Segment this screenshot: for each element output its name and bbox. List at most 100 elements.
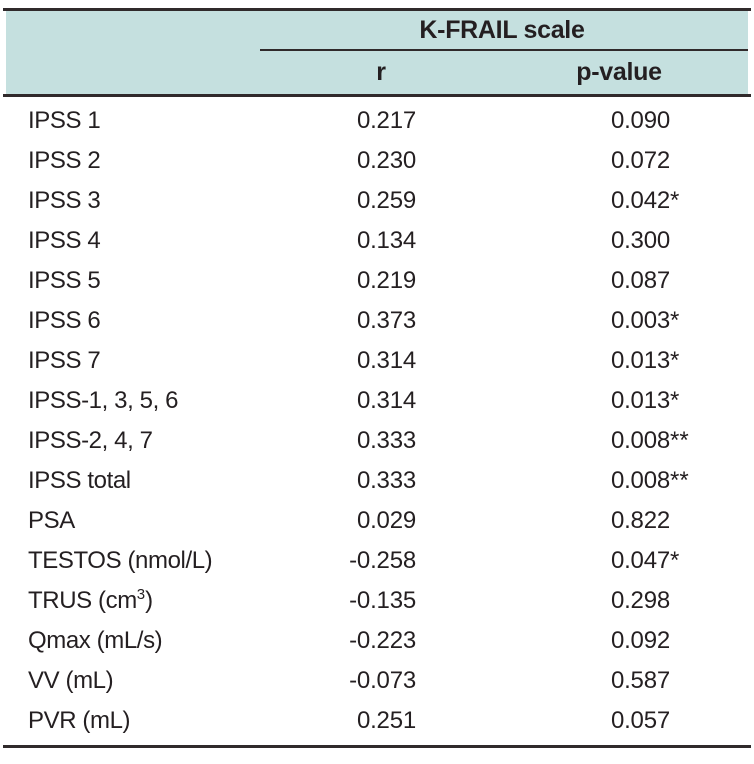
table-row: Qmax (mL/s) -0.223 0.092 [6,621,748,661]
table-row: IPSS 6 0.373 0.003 * [6,301,748,341]
row-label: Qmax (mL/s) [28,627,163,654]
r-value-cell-number: -0.258 [349,547,416,574]
table-row: PSA 0.029 0.822 [6,501,748,541]
p-value-cell-number: 0.822 [610,507,670,534]
p-value-cell: 0.298 [506,581,748,621]
table-header-sub-row: r p-value [6,51,748,94]
column-header-p-value: p-value [576,58,662,86]
table-row: IPSS-2, 4, 7 0.333 0.008 ** [6,421,748,461]
r-value-cell: -0.073 [256,661,506,701]
row-label: IPSS total [28,467,131,494]
p-value-cell-number: 0.057 [610,707,670,734]
table-row: TESTOS (nmol/L) -0.258 0.047 * [6,541,748,581]
p-value-cell: 0.822 [506,501,748,541]
p-value-cell: 0.013 * [506,341,748,381]
p-value-cell: 0.300 [506,221,748,261]
row-label: IPSS 7 [28,347,101,374]
significance-marker: * [670,547,680,574]
r-value-cell: 0.333 [256,421,506,461]
p-value-cell: 0.057 [506,701,748,741]
r-value-cell: 0.134 [256,221,506,261]
row-label: IPSS-2, 4, 7 [28,427,153,454]
table-row: IPSS 5 0.219 0.087 [6,261,748,301]
r-value-cell-number: 0.333 [356,467,416,494]
p-value-cell-number: 0.003 * [610,307,680,334]
p-value-cell: 0.013 * [506,381,748,421]
r-value-cell-number: 0.217 [356,107,416,134]
p-value-cell: 0.047 * [506,541,748,581]
r-value-cell: -0.135 [256,581,506,621]
table-row: PVR (mL) 0.251 0.057 [6,701,748,741]
r-value-cell-number: 0.373 [356,307,416,334]
p-value-cell: 0.090 [506,101,748,141]
p-value-cell-number: 0.298 [610,587,670,614]
r-value-cell-number: -0.223 [349,627,416,654]
table-row: IPSS total 0.333 0.008 ** [6,461,748,501]
p-value-cell-number: 0.008 ** [610,427,689,454]
p-value-cell: 0.008 ** [506,461,748,501]
r-value-cell-number: 0.029 [356,507,416,534]
significance-marker: * [670,187,680,214]
row-label: PSA [28,507,75,534]
p-value-cell-number: 0.092 [610,627,670,654]
r-value-cell: 0.230 [256,141,506,181]
r-value-cell-number: 0.134 [356,227,416,254]
p-value-cell-number: 0.087 [610,267,670,294]
r-value-cell: 0.029 [256,501,506,541]
p-value-cell-number: 0.013 * [610,347,680,374]
table-header: K-FRAIL scale r p-value [6,11,748,94]
table-body: IPSS 1 0.217 0.090 IPSS 2 0.230 0.072 IPSS 3 0.… [6,97,748,741]
table-bottom-rule [3,745,751,748]
p-value-cell: 0.587 [506,661,748,701]
p-value-cell: 0.072 [506,141,748,181]
r-value-cell: 0.373 [256,301,506,341]
label-superscript: 3 [136,586,146,603]
row-label: IPSS 1 [28,107,101,134]
r-value-cell: 0.217 [256,101,506,141]
p-value-cell: 0.008 ** [506,421,748,461]
r-value-cell-number: 0.314 [356,347,416,374]
table-row: IPSS-1, 3, 5, 6 0.314 0.013 * [6,381,748,421]
row-label: IPSS 6 [28,307,101,334]
row-label: IPSS-1, 3, 5, 6 [28,387,179,414]
p-value-cell-number: 0.587 [610,667,670,694]
table-row: TRUS (cm3) -0.135 0.298 [6,581,748,621]
column-header-r: r [376,58,386,86]
row-label: IPSS 5 [28,267,101,294]
header-bottom-rule [3,94,751,97]
group-header-rule [260,49,748,51]
significance-marker: * [670,387,680,414]
r-value-cell-number: -0.073 [349,667,416,694]
table-row: IPSS 3 0.259 0.042 * [6,181,748,221]
table-top-rule [3,8,751,11]
row-label: TESTOS (nmol/L) [28,547,213,574]
p-value-cell-number: 0.013 * [610,387,680,414]
p-value-cell-number: 0.042 * [610,187,680,214]
table-row: IPSS 4 0.134 0.300 [6,221,748,261]
paper-table-page: K-FRAIL scale r p-value IPSS 1 0.217 0.090… [0,8,754,764]
row-label: VV (mL) [28,667,114,694]
table-row: IPSS 7 0.314 0.013 * [6,341,748,381]
r-value-cell-number: 0.230 [356,147,416,174]
r-value-cell: 0.219 [256,261,506,301]
table-row: IPSS 2 0.230 0.072 [6,141,748,181]
r-value-cell-number: 0.259 [356,187,416,214]
r-value-cell-number: 0.219 [356,267,416,294]
r-value-cell: 0.259 [256,181,506,221]
r-value-cell: 0.314 [256,381,506,421]
p-value-cell-number: 0.047 * [610,547,680,574]
p-value-cell-number: 0.300 [610,227,670,254]
r-value-cell-number: 0.333 [356,427,416,454]
r-value-cell-number: 0.251 [356,707,416,734]
r-value-cell: -0.223 [256,621,506,661]
row-label: IPSS 3 [28,187,101,214]
significance-marker: * [670,347,680,374]
row-label: IPSS 4 [28,227,101,254]
r-value-cell-number: 0.314 [356,387,416,414]
group-header-label: K-FRAIL scale [419,15,585,44]
p-value-cell: 0.087 [506,261,748,301]
significance-marker: * [670,307,680,334]
significance-marker: ** [670,427,689,454]
table-row: IPSS 1 0.217 0.090 [6,101,748,141]
row-label: TRUS (cm3) [28,586,153,614]
